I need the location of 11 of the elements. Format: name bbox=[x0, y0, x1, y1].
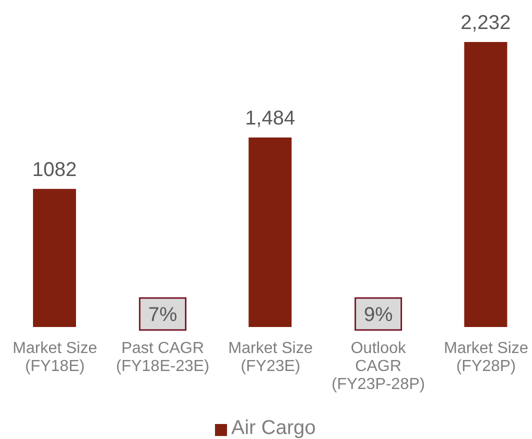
x-tick-label: Outlook CAGR (FY23P-28P) bbox=[332, 340, 425, 393]
x-tick-label: Past CAGR (FY18E-23E) bbox=[116, 340, 210, 375]
data-label: 1,484 bbox=[245, 108, 296, 130]
x-tick-label: Market Size (FY18E) bbox=[12, 340, 98, 375]
data-label: 1082 bbox=[32, 158, 77, 181]
data-label: 2,232 bbox=[460, 12, 511, 34]
legend-label: Air Cargo bbox=[231, 417, 316, 439]
x-tick-label: Market Size (FY23E) bbox=[228, 340, 313, 375]
annotation: 7% bbox=[148, 304, 178, 326]
x-tick-label: Market Size (FY28P) bbox=[444, 340, 528, 375]
annotation: 9% bbox=[364, 304, 393, 326]
